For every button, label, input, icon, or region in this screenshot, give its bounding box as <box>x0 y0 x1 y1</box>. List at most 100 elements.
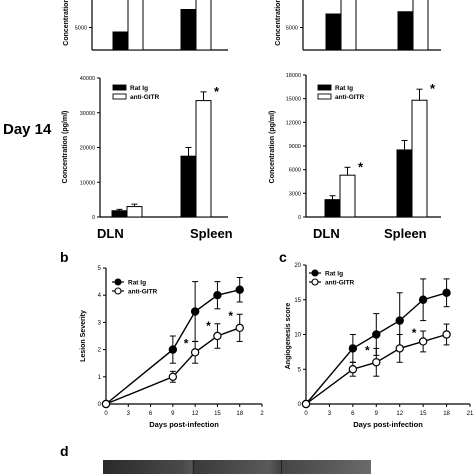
y-tick-label: 15000 <box>286 97 301 103</box>
group-label-spleen-left: Spleen <box>190 226 233 241</box>
chart-day14-left: 0 10000 20000 30000 40000 Concentration (pg/m… <box>62 76 228 221</box>
data-point <box>372 358 381 367</box>
x-tick-label: 18 <box>443 411 450 417</box>
legend-swatch <box>112 93 127 100</box>
y-tick-label: 18000 <box>286 73 301 79</box>
data-point <box>213 291 222 300</box>
y-tick-label: 12000 <box>286 120 301 126</box>
data-point <box>395 344 404 353</box>
bar <box>180 155 197 218</box>
group-label-spleen-right: Spleen <box>384 226 427 241</box>
x-tick-label: 3 <box>127 411 131 417</box>
legend-label: Rat Ig <box>128 280 146 287</box>
data-point <box>372 330 381 339</box>
x-tick-label: 0 <box>104 411 108 417</box>
y-tick-label: 20000 <box>80 146 95 152</box>
y-tick-label: 30000 <box>80 111 95 117</box>
micrograph-strip <box>103 460 371 474</box>
group-label-dln-right: DLN <box>313 226 340 241</box>
y-tick-label: 5000 <box>75 26 87 32</box>
y-tick-label: 5000 <box>286 26 298 32</box>
data-point <box>418 337 428 346</box>
y-axis-title: Lesion Severity <box>80 310 87 362</box>
legend-marker <box>311 278 319 286</box>
data-point <box>442 330 451 339</box>
bar <box>412 0 429 51</box>
significance-marker: * <box>430 81 436 96</box>
significance-marker: * <box>206 319 211 333</box>
legend-label: Rat Ig <box>325 271 343 278</box>
y-tick-label: 40000 <box>80 76 95 82</box>
chart-top-right: 5000 Concentration <box>275 0 441 51</box>
y-tick-label: 0 <box>298 402 302 408</box>
bar <box>411 99 428 218</box>
panel-letter-d: d <box>60 443 69 459</box>
significance-marker: * <box>358 159 364 174</box>
panel-letter-c: c <box>279 249 287 265</box>
micrograph-divider <box>281 460 282 474</box>
y-axis-title: Concentration (pg/ml) <box>62 111 69 184</box>
y-tick-label: 10000 <box>80 180 95 186</box>
group-label-dln-left: DLN <box>97 226 124 241</box>
y-tick-label: 3 <box>98 320 102 326</box>
y-axis-title: Angiogenesis score <box>285 303 292 370</box>
bar <box>397 11 414 51</box>
bar <box>396 149 413 218</box>
row-label-day14: Day 14 <box>3 121 52 138</box>
significance-marker: * <box>214 84 220 99</box>
y-tick-label: 2 <box>98 348 102 354</box>
data-point <box>348 365 358 374</box>
y-tick-label: 0 <box>92 215 95 221</box>
x-tick-label: 12 <box>192 411 199 417</box>
data-point <box>168 345 178 354</box>
bar <box>180 9 197 51</box>
y-tick-label: 3000 <box>289 191 301 197</box>
legend-label: anti-GITR <box>130 94 160 101</box>
data-point <box>168 372 178 381</box>
legend-label: Rat Ig <box>130 85 148 92</box>
data-point <box>235 285 244 294</box>
x-tick-label: 6 <box>149 411 153 417</box>
bar <box>195 100 212 218</box>
x-tick-label: 12 <box>396 411 403 417</box>
data-point <box>442 288 451 297</box>
bar <box>111 210 128 218</box>
bar <box>325 13 342 51</box>
x-tick-label: 15 <box>420 411 427 417</box>
x-tick-label: 18 <box>236 411 243 417</box>
data-point <box>190 348 200 357</box>
legend-marker <box>114 287 122 295</box>
y-tick-label: 5 <box>98 266 102 272</box>
y-tick-label: 0 <box>298 215 301 221</box>
bar <box>112 31 129 51</box>
legend-label: anti-GITR <box>128 289 158 296</box>
bar <box>127 0 144 51</box>
data-point <box>395 316 404 325</box>
bar <box>126 206 143 218</box>
legend-swatch <box>112 84 127 91</box>
legend-label: Rat Ig <box>335 85 353 92</box>
data-point <box>190 307 200 316</box>
x-tick-label: 9 <box>375 411 379 417</box>
data-point <box>235 323 244 333</box>
bar <box>340 0 357 51</box>
x-tick-label: 6 <box>351 411 355 417</box>
y-axis-title: Concentration <box>275 0 282 46</box>
x-axis-title: Days post-infection <box>353 420 423 429</box>
y-axis-title: Concentration <box>63 0 70 46</box>
legend-label: anti-GITR <box>325 280 355 287</box>
legend-marker <box>311 269 319 277</box>
significance-marker: * <box>365 343 370 357</box>
y-tick-label: 1 <box>98 375 102 381</box>
data-point <box>348 344 358 353</box>
x-axis-title: Days post-infection <box>149 420 219 429</box>
y-tick-label: 5 <box>298 367 302 373</box>
significance-marker: * <box>228 309 233 323</box>
x-tick-label: 21 <box>467 411 474 417</box>
data-point <box>213 331 222 341</box>
chart-top-left: 5000 Concentration <box>63 0 228 51</box>
chart-day14-right: 0 3000 6000 9000 12000 15000 18000 Concentratio… <box>269 73 441 221</box>
significance-marker: * <box>412 326 417 340</box>
legend-marker <box>114 278 122 286</box>
data-point <box>301 399 311 409</box>
